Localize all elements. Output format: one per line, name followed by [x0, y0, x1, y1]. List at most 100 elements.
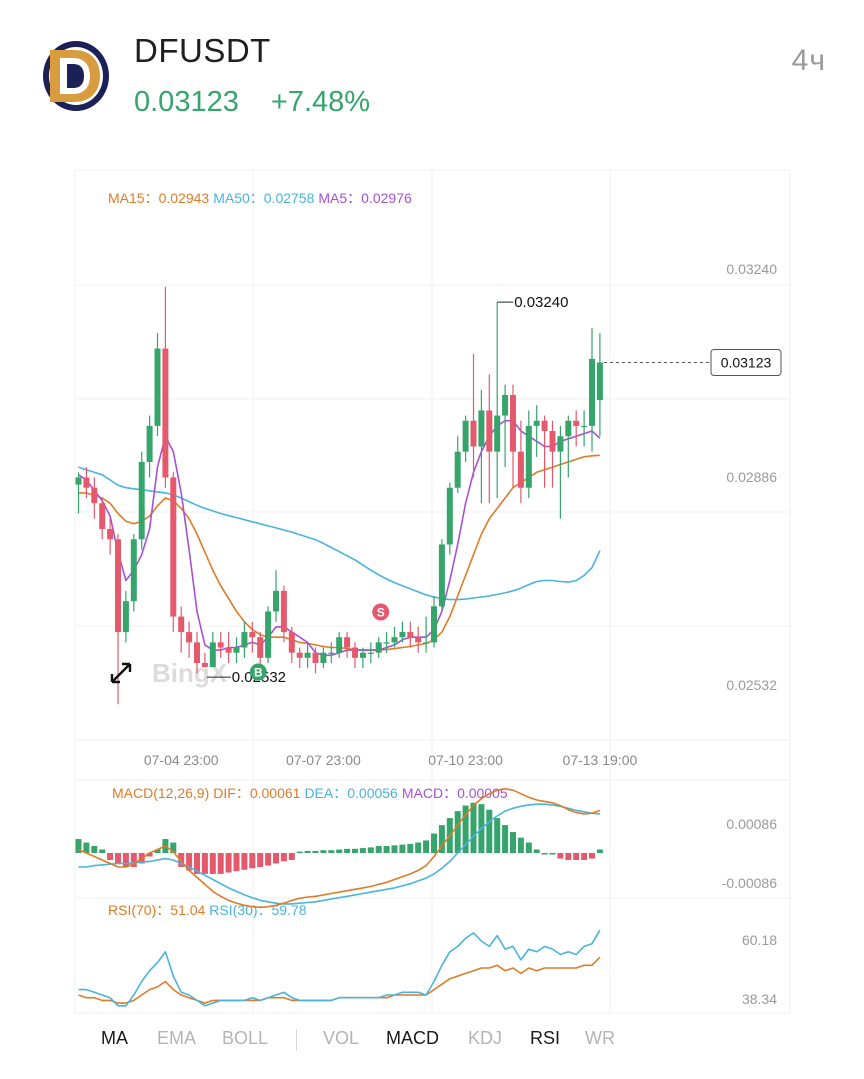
y-tick-label: -0.00086 — [722, 875, 777, 891]
last-price-tag: 0.03123 — [721, 354, 772, 370]
candle — [138, 451, 145, 550]
macd-histogram-bar — [241, 853, 248, 870]
macd-histogram-bar — [280, 853, 287, 862]
macd-histogram-bar — [470, 802, 477, 853]
tab-macd[interactable]: MACD — [386, 1028, 439, 1048]
macd-histogram-bar — [194, 853, 200, 874]
y-tick-label: 0.02886 — [726, 469, 777, 485]
legend-label: RSI(30)： — [209, 902, 271, 918]
candle-body — [75, 477, 82, 485]
candle — [344, 632, 351, 658]
candle-body — [438, 544, 445, 607]
price-change: +7.48% — [270, 86, 371, 118]
expand-icon[interactable] — [110, 662, 132, 684]
candle — [423, 616, 430, 653]
macd-histogram-bar — [399, 844, 406, 853]
candle — [352, 642, 358, 669]
candle — [186, 621, 193, 658]
macd-histogram-bar — [201, 853, 208, 874]
header: DFUSDT 0.03123 +7.48% 4ч — [0, 0, 864, 150]
tab-boll[interactable]: BOLL — [222, 1028, 269, 1048]
candle-body — [115, 539, 121, 633]
macd-histogram-bar — [296, 851, 303, 854]
macd-histogram-bar — [415, 842, 422, 853]
tab-vol[interactable]: VOL — [323, 1028, 360, 1048]
y-tick-label: 0.02532 — [726, 677, 777, 693]
legend-value: 0.02943 — [159, 190, 210, 206]
macd-histogram-bar — [328, 850, 335, 853]
candle-body — [352, 647, 358, 658]
candle — [383, 632, 390, 653]
candle — [517, 420, 524, 504]
candle-body — [367, 652, 374, 654]
candle — [225, 632, 232, 663]
macd-histogram-bar — [320, 850, 327, 853]
macd-histogram-bar — [217, 853, 224, 874]
tab-ema[interactable]: EMA — [157, 1028, 197, 1048]
candle-body — [494, 415, 501, 452]
candle — [589, 327, 595, 452]
tab-wr[interactable]: WR — [585, 1028, 615, 1048]
legend-text: MACD(12,26,9) DIF：0.00061 DEA：0.00056 MACD：… — [112, 785, 508, 801]
macd-histogram-bar — [565, 853, 572, 860]
candle — [241, 621, 248, 658]
candle — [549, 420, 556, 488]
x-axis-labels: 07-04 23:00 07-07 23:00 07-10 23:00 07-13 1… — [144, 752, 638, 768]
candle-body — [280, 590, 287, 633]
macd-histogram-bar — [99, 849, 106, 853]
y-tick-label: 38.34 — [742, 991, 777, 1007]
candle — [75, 472, 82, 514]
macd-histogram-bar — [336, 849, 343, 853]
candle-body — [312, 652, 319, 663]
candle-body — [399, 632, 406, 638]
candle-body — [91, 487, 98, 504]
sell-marker-label: S — [377, 606, 385, 620]
candle — [280, 585, 287, 643]
candle-body — [154, 348, 161, 426]
ma50-line — [78, 466, 601, 601]
macd-legend: MACD(12,26,9) DIF：0.00061 DEA：0.00056 MACD：… — [112, 785, 508, 801]
macd-histogram-bar — [75, 839, 82, 853]
candle-body — [107, 528, 114, 540]
candle-body — [423, 642, 430, 644]
candle-body — [194, 642, 200, 663]
macd-histogram-bar — [549, 853, 556, 855]
candle — [304, 642, 311, 669]
candle-body — [296, 652, 303, 658]
macd-histogram-bar — [438, 825, 445, 853]
candle — [486, 374, 493, 504]
candle-body — [336, 637, 343, 653]
chart-area[interactable]: MA15：0.02943 MA50：0.02758 MA5：0.02976 MACD… — [0, 0, 864, 1020]
legend-value: 0.00056 — [347, 785, 398, 801]
candle — [273, 570, 279, 622]
candle-body — [517, 451, 524, 488]
tab-kdj[interactable]: KDJ — [468, 1028, 503, 1048]
legend-text: RSI(70)：51.04 RSI(30)：59.78 — [108, 902, 307, 918]
candle — [525, 410, 532, 499]
candle — [367, 642, 374, 663]
candle — [320, 647, 327, 669]
legend-label: DEA： — [304, 785, 347, 801]
legend-value: 0.00005 — [457, 785, 508, 801]
candle-body — [304, 652, 311, 658]
candle — [446, 482, 453, 555]
tab-rsi[interactable]: RSI — [530, 1028, 561, 1048]
candle — [328, 642, 335, 663]
x-tick-label: 07-13 19:00 — [563, 752, 638, 768]
candle — [130, 534, 137, 612]
candle-body — [201, 662, 208, 668]
candle-body — [581, 425, 588, 428]
candle — [288, 626, 295, 663]
legend-label: MA5： — [318, 190, 361, 206]
interval-selector[interactable]: 4ч — [791, 44, 826, 77]
candle — [154, 333, 161, 437]
sell-marker-icon — [372, 603, 390, 621]
tabs-divider — [296, 1029, 297, 1051]
macd-histogram-bar — [186, 853, 193, 871]
macd-histogram-bar — [423, 840, 430, 853]
candle — [194, 632, 200, 674]
candle — [249, 621, 256, 653]
legend-label: MACD： — [402, 785, 457, 801]
candle-body — [510, 394, 516, 452]
tab-ma[interactable]: MA — [101, 1028, 128, 1048]
